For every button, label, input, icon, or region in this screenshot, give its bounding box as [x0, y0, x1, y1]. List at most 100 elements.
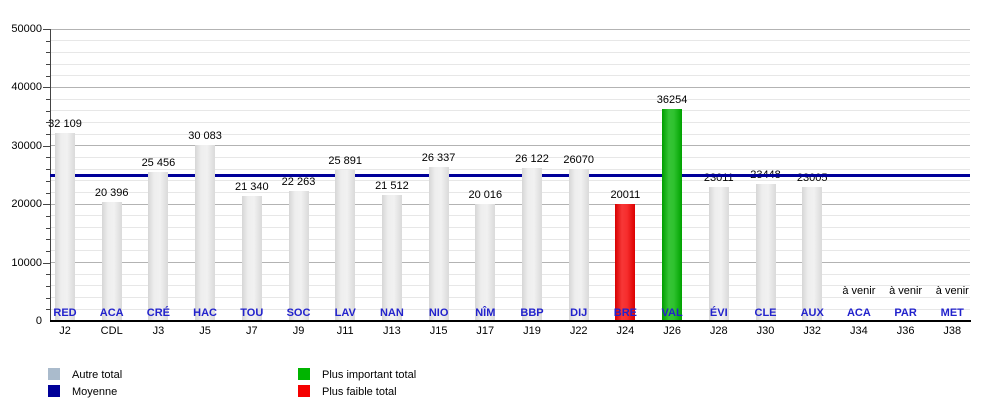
major-gridline: [50, 203, 970, 205]
bar-value-label: 26070: [563, 153, 594, 166]
upcoming-note: à venir: [935, 285, 969, 297]
minor-gridline: [50, 40, 970, 42]
bar-bbp-j19: [522, 168, 542, 321]
y-axis-tick: [43, 29, 50, 30]
club-label: NÎM: [475, 307, 496, 319]
bar-value-label: 26 122: [515, 153, 549, 166]
bar-bre-j24: [615, 204, 636, 321]
bar-dij-j22: [568, 168, 589, 321]
y-axis-tick: [46, 215, 50, 217]
minor-gridline: [50, 110, 970, 112]
club-label: ACA: [846, 307, 871, 319]
y-axis-tick: [46, 285, 50, 287]
y-axis-tick-label: 50000: [11, 23, 42, 35]
y-axis-tick: [46, 75, 50, 77]
matchday-label: J13: [383, 325, 401, 337]
club-label: ÉVI: [709, 307, 728, 319]
y-axis-tick: [46, 250, 50, 252]
upcoming-note: à venir: [842, 285, 876, 297]
y-axis-tick: [46, 40, 50, 42]
bar-nîm-j17: [475, 204, 496, 321]
legend-label: Moyenne: [72, 386, 118, 398]
bar-value-label: 20 396: [94, 186, 129, 199]
bar-val-j26: [662, 109, 683, 321]
major-gridline: [50, 86, 970, 88]
plot-area: 32 109 RED 20 396 ACA 25 456 CRÉ 30 083 HAC 21 3…: [48, 28, 970, 321]
matchday-label: CDL: [100, 325, 123, 337]
matchday-label: J3: [152, 325, 165, 337]
matchday-label: J26: [663, 325, 681, 337]
minor-gridline: [50, 308, 970, 310]
y-axis-tick: [46, 52, 50, 54]
minor-gridline: [50, 215, 970, 217]
y-axis-tick: [46, 122, 50, 124]
major-gridline: [50, 145, 970, 147]
minor-gridline: [50, 156, 970, 158]
legend-swatch-autre-total: [48, 368, 60, 380]
y-axis-tick: [46, 157, 50, 159]
bar-cle-j30: [755, 184, 776, 321]
minor-gridline: [50, 133, 970, 135]
bar-value-label: 32 109: [48, 118, 82, 131]
bar-value-label: 21 340: [234, 181, 269, 194]
y-axis-tick: [46, 64, 50, 66]
matchday-label: J17: [476, 325, 495, 337]
bar-value-label: 22 263: [281, 175, 316, 188]
matchday-label: J7: [245, 325, 258, 337]
minor-gridline: [50, 250, 970, 252]
matchday-label: J2: [59, 325, 71, 337]
y-axis-tick: [46, 192, 50, 194]
club-label: SOC: [286, 307, 311, 319]
y-axis-tick-label: 20000: [11, 198, 42, 211]
y-axis-tick: [46, 134, 50, 136]
major-gridline: [50, 28, 970, 30]
matchday-label: J30: [756, 325, 775, 337]
club-label: TOU: [240, 307, 264, 319]
matchday-label: J5: [199, 325, 211, 337]
matchday-label: J11: [336, 325, 354, 337]
matchday-label: J28: [709, 325, 728, 337]
minor-gridline: [50, 98, 970, 100]
bar-nio-j15: [428, 167, 449, 321]
matchday-label: J9: [292, 325, 305, 337]
bar-soc-j9: [288, 190, 309, 321]
minor-gridline: [50, 75, 970, 77]
y-axis-tick: [43, 87, 50, 89]
bar-aux-j32: [802, 186, 823, 321]
y-axis-tick: [46, 99, 50, 101]
bar-value-label: 36254: [656, 94, 688, 107]
club-label: NAN: [379, 307, 404, 319]
y-axis-tick: [43, 204, 50, 206]
minor-gridline: [50, 63, 970, 65]
club-label: HAC: [193, 307, 218, 319]
club-label: AUX: [800, 307, 824, 319]
legend-swatch-moyenne: [48, 385, 60, 397]
legend-swatch-plus-important-total: [298, 368, 310, 380]
club-label: NIO: [428, 307, 449, 319]
matchday-label: J15: [429, 325, 448, 337]
club-label: MET: [940, 307, 964, 319]
club-label: LAV: [334, 307, 356, 319]
y-axis-tick: [46, 227, 50, 229]
matchday-label: J32: [803, 325, 822, 337]
matchday-label: J22: [569, 325, 588, 337]
bar-value-label: 25 891: [328, 154, 363, 167]
bar-value-label: 25 456: [141, 157, 176, 170]
minor-gridline: [50, 192, 970, 194]
bar-value-label: 20011: [610, 189, 641, 202]
club-label: BRE: [613, 307, 638, 319]
club-label: PAR: [894, 307, 917, 319]
matchday-label: J36: [896, 325, 915, 337]
bar-évi-j28: [708, 186, 729, 321]
bar-value-label: 21 512: [375, 180, 409, 193]
major-gridline: [50, 262, 970, 264]
y-axis-tick: [46, 180, 50, 182]
club-label: RED: [53, 307, 77, 319]
legend-label: Autre total: [72, 369, 123, 381]
y-axis-tick-label: 30000: [11, 139, 42, 152]
y-axis-tick: [43, 145, 50, 147]
minor-gridline: [50, 285, 970, 287]
average-line: [50, 174, 970, 178]
minor-gridline: [50, 297, 970, 299]
